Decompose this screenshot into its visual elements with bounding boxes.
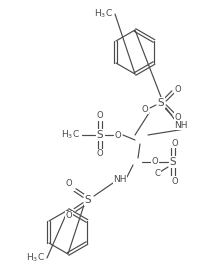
Text: H$_3$C: H$_3$C (25, 252, 44, 264)
Text: NH: NH (113, 175, 126, 184)
Text: C: C (153, 170, 159, 179)
Text: O: O (141, 105, 147, 114)
Text: NH: NH (173, 121, 187, 129)
Text: O: O (174, 85, 180, 93)
Text: S: S (84, 195, 91, 205)
Text: O: O (171, 177, 177, 186)
Text: S: S (157, 98, 164, 108)
Text: O: O (65, 211, 72, 220)
Text: O: O (174, 112, 180, 121)
Text: O: O (114, 131, 121, 140)
Text: O: O (96, 150, 103, 158)
Text: O: O (171, 138, 177, 148)
Text: H$_3$C: H$_3$C (93, 8, 112, 20)
Text: H$_3$C: H$_3$C (60, 129, 79, 141)
Text: O: O (96, 112, 103, 121)
Text: O: O (151, 158, 158, 167)
Text: S: S (169, 157, 176, 167)
Text: S: S (96, 130, 103, 140)
Text: O: O (65, 179, 72, 189)
